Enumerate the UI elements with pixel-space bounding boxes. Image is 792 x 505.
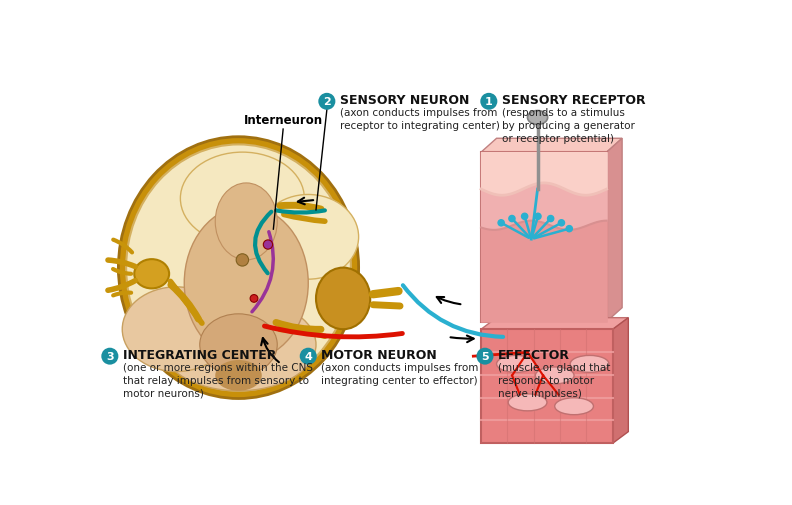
Circle shape xyxy=(558,220,565,226)
Text: SENSORY NEURON: SENSORY NEURON xyxy=(340,93,469,107)
Circle shape xyxy=(250,295,258,302)
Polygon shape xyxy=(481,139,623,153)
Ellipse shape xyxy=(185,207,308,360)
FancyBboxPatch shape xyxy=(481,330,613,443)
Text: 3: 3 xyxy=(106,351,114,362)
Ellipse shape xyxy=(497,356,535,373)
Circle shape xyxy=(480,93,497,111)
FancyArrowPatch shape xyxy=(276,323,321,330)
Ellipse shape xyxy=(181,153,304,245)
Text: 2: 2 xyxy=(323,97,331,107)
FancyArrowPatch shape xyxy=(280,206,321,210)
Text: Interneuron: Interneuron xyxy=(244,114,322,127)
Polygon shape xyxy=(607,139,623,322)
Text: (axon conducts impulses from
integrating center to effector): (axon conducts impulses from integrating… xyxy=(321,362,478,385)
Polygon shape xyxy=(613,318,628,443)
FancyArrowPatch shape xyxy=(265,326,402,337)
Text: MOTOR NEURON: MOTOR NEURON xyxy=(321,348,436,361)
FancyArrowPatch shape xyxy=(108,261,135,267)
Ellipse shape xyxy=(535,367,574,384)
Circle shape xyxy=(508,216,515,222)
Ellipse shape xyxy=(126,145,351,391)
FancyArrowPatch shape xyxy=(373,305,400,307)
Ellipse shape xyxy=(508,394,547,411)
FancyArrowPatch shape xyxy=(255,212,272,274)
Ellipse shape xyxy=(161,299,316,391)
FancyArrowPatch shape xyxy=(252,232,273,312)
Ellipse shape xyxy=(258,195,359,280)
Ellipse shape xyxy=(122,287,230,372)
FancyArrowPatch shape xyxy=(108,281,135,291)
Circle shape xyxy=(535,214,541,220)
FancyArrowPatch shape xyxy=(113,270,131,274)
FancyArrowPatch shape xyxy=(170,282,202,324)
Circle shape xyxy=(318,93,335,111)
Circle shape xyxy=(263,240,272,249)
Text: INTEGRATING CENTER: INTEGRATING CENTER xyxy=(123,348,276,361)
Circle shape xyxy=(477,348,493,365)
FancyArrowPatch shape xyxy=(284,215,325,222)
Ellipse shape xyxy=(215,360,261,391)
Ellipse shape xyxy=(554,398,593,415)
Text: (axon conducts impulses from
receptor to integrating center): (axon conducts impulses from receptor to… xyxy=(340,108,500,131)
FancyBboxPatch shape xyxy=(481,153,607,322)
Ellipse shape xyxy=(527,111,547,125)
FancyArrowPatch shape xyxy=(280,330,325,336)
Text: 5: 5 xyxy=(481,351,489,362)
FancyArrowPatch shape xyxy=(261,338,279,363)
FancyArrowPatch shape xyxy=(113,240,132,253)
Circle shape xyxy=(236,254,249,267)
FancyArrowPatch shape xyxy=(451,336,474,342)
Text: (one or more regions within the CNS
that relay impulses from sensory to
motor ne: (one or more regions within the CNS that… xyxy=(123,362,313,398)
Text: 4: 4 xyxy=(304,351,312,362)
Circle shape xyxy=(498,220,505,226)
Ellipse shape xyxy=(215,183,277,261)
FancyArrowPatch shape xyxy=(436,297,460,305)
Ellipse shape xyxy=(118,137,359,399)
Ellipse shape xyxy=(200,314,277,376)
FancyArrowPatch shape xyxy=(403,286,503,337)
FancyArrowPatch shape xyxy=(276,211,325,213)
FancyArrowPatch shape xyxy=(373,291,398,294)
Circle shape xyxy=(566,226,573,232)
Circle shape xyxy=(299,348,317,365)
Text: (muscle or gland that
responds to motor
nerve impulses): (muscle or gland that responds to motor … xyxy=(497,362,610,398)
Text: SENSORY RECEPTOR: SENSORY RECEPTOR xyxy=(501,93,645,107)
Text: 1: 1 xyxy=(485,97,493,107)
Ellipse shape xyxy=(570,356,609,373)
Circle shape xyxy=(547,216,554,222)
Polygon shape xyxy=(481,318,628,330)
Text: EFFECTOR: EFFECTOR xyxy=(497,348,569,361)
FancyArrowPatch shape xyxy=(298,198,314,205)
FancyArrowPatch shape xyxy=(113,293,131,296)
Text: (responds to a stimulus
by producing a generator
or receptor potential): (responds to a stimulus by producing a g… xyxy=(501,108,634,144)
Ellipse shape xyxy=(316,268,370,330)
Circle shape xyxy=(101,348,118,365)
Circle shape xyxy=(521,214,527,220)
FancyArrowPatch shape xyxy=(171,285,199,320)
Ellipse shape xyxy=(135,260,169,289)
